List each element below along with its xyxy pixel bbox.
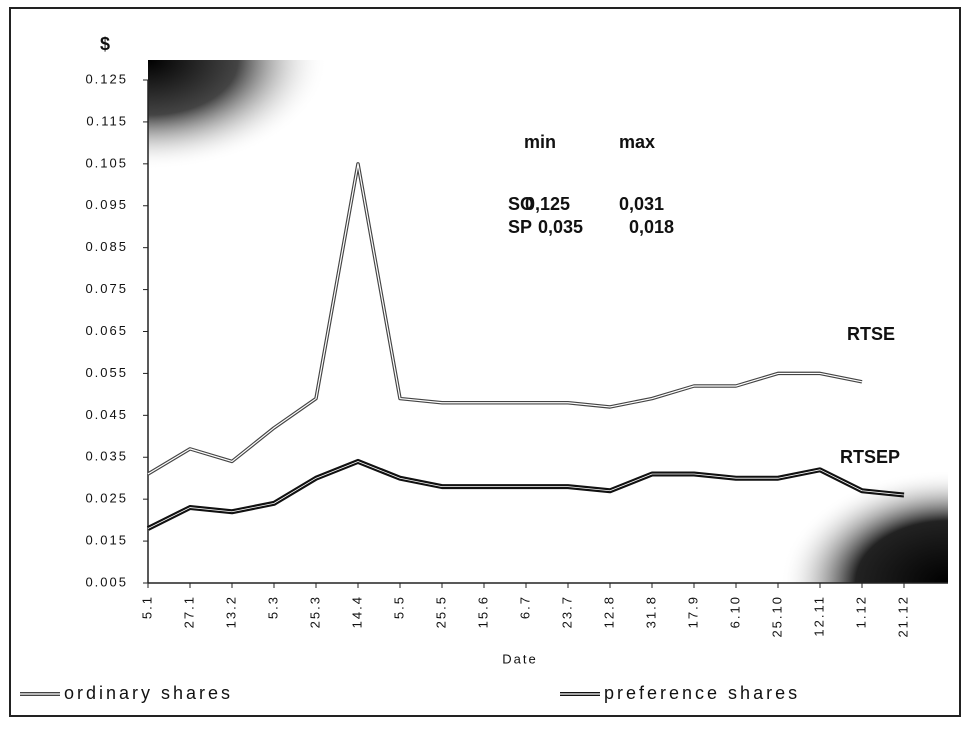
x-tick-label: 1.12 bbox=[853, 595, 868, 628]
annotation: SO bbox=[508, 194, 534, 214]
x-tick-label: 25.5 bbox=[433, 595, 448, 628]
x-tick-label: 25.3 bbox=[307, 595, 322, 628]
y-tick-label: 0.125 bbox=[85, 71, 128, 86]
x-tick-label: 14.4 bbox=[349, 595, 364, 628]
annotation: SP bbox=[508, 217, 532, 237]
x-tick-label: 31.8 bbox=[643, 595, 658, 628]
x-tick-label: 17.9 bbox=[685, 595, 700, 628]
frame bbox=[9, 7, 961, 717]
y-tick-label: 0.105 bbox=[85, 155, 128, 170]
series-line bbox=[147, 162, 863, 476]
annotation: 0,031 bbox=[619, 194, 664, 214]
x-tick-label: 5.5 bbox=[391, 595, 406, 619]
y-tick-label: 0.015 bbox=[85, 533, 128, 548]
x-tick-label: 25.10 bbox=[769, 595, 784, 638]
series-label: RTSE bbox=[847, 324, 895, 344]
x-tick-label: 15.6 bbox=[475, 595, 490, 628]
x-tick-label: 6.10 bbox=[727, 595, 742, 628]
x-tick-label: 5.1 bbox=[139, 595, 154, 619]
x-tick-label: 5.3 bbox=[265, 595, 280, 619]
x-tick-label: 27.1 bbox=[181, 595, 196, 628]
annotation: min bbox=[524, 132, 556, 152]
annotation: 0,018 bbox=[629, 217, 674, 237]
x-axis-label: Date bbox=[502, 651, 537, 666]
y-tick-label: 0.005 bbox=[85, 574, 128, 589]
legend-label: preference shares bbox=[604, 683, 800, 703]
y-tick-label: 0.035 bbox=[85, 449, 128, 464]
annotation: max bbox=[619, 132, 655, 152]
x-tick-label: 6.7 bbox=[517, 595, 532, 619]
y-tick-label: 0.055 bbox=[85, 365, 128, 380]
y-tick-label: 0.095 bbox=[85, 197, 128, 212]
x-tick-label: 13.2 bbox=[223, 595, 238, 628]
y-tick-label: 0.065 bbox=[85, 323, 128, 338]
y-tick-label: 0.045 bbox=[85, 407, 128, 422]
x-tick-label: 21.12 bbox=[895, 595, 910, 638]
legend-label: ordinary shares bbox=[64, 683, 233, 703]
annotation: 0,035 bbox=[538, 217, 583, 237]
shading bbox=[148, 60, 328, 170]
series-line-inner bbox=[147, 163, 863, 475]
y-tick-label: 0.025 bbox=[85, 491, 128, 506]
x-tick-label: 23.7 bbox=[559, 595, 574, 628]
series-line-inner bbox=[147, 461, 905, 529]
x-tick-label: 12.8 bbox=[601, 595, 616, 628]
y-axis-label: $ bbox=[100, 34, 110, 54]
series-label: RTSEP bbox=[840, 447, 900, 467]
shading bbox=[780, 470, 948, 583]
y-tick-label: 0.115 bbox=[86, 113, 128, 128]
annotation: 0,125 bbox=[525, 194, 570, 214]
x-tick-label: 12.11 bbox=[811, 595, 826, 637]
y-tick-label: 0.075 bbox=[85, 281, 128, 296]
y-tick-label: 0.085 bbox=[85, 239, 128, 254]
